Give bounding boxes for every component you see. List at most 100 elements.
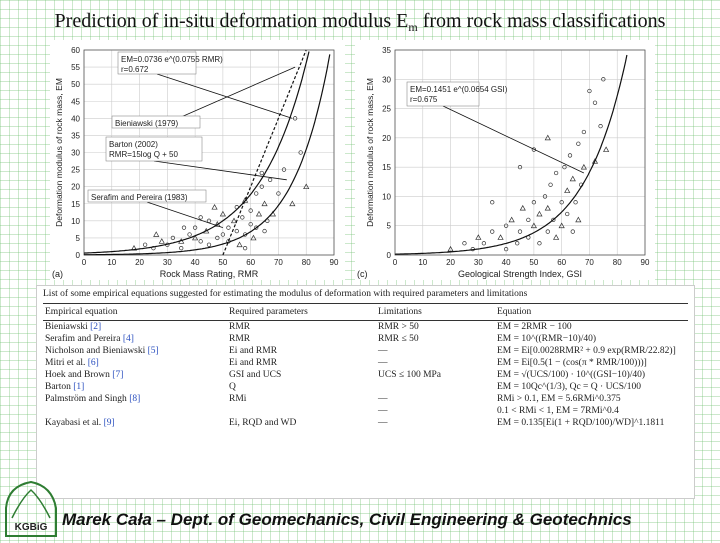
annotation-text: r=0.675 — [410, 95, 438, 104]
data-point — [544, 204, 551, 211]
y-tick-label: 35 — [71, 131, 80, 140]
reference-link[interactable]: [6] — [87, 358, 99, 368]
data-point — [259, 170, 264, 176]
plot-frame — [83, 49, 335, 256]
data-point — [242, 246, 248, 251]
data-point — [553, 234, 560, 240]
cell-author: Mitri et al. [6] — [45, 358, 99, 368]
cell-params: Q — [229, 382, 236, 392]
svg-text:KGBiG: KGBiG — [15, 522, 48, 533]
table-row: Barton [1] Q EM = 10Qc^(1/3), Qc = Q · UCS… — [43, 381, 688, 393]
cell-limit: RMR > 50 — [378, 322, 419, 332]
table-row: Hoek and Brown [7] GSI and UCS UCS ≤ 100 M… — [43, 369, 688, 381]
reference-link[interactable]: [1] — [73, 382, 85, 392]
data-point — [503, 246, 509, 252]
data-point — [576, 141, 581, 146]
cell-equation: EM = 10^((RMR−10)/40) — [497, 334, 597, 344]
y-tick-label: 25 — [71, 166, 80, 175]
cell-equation: EM = √(UCS/100) · 10^((GSI−10)/40) — [497, 370, 646, 380]
data-point — [170, 235, 176, 241]
annotation-box — [87, 189, 207, 203]
cell-equation: EM = 0.135[Ei(1 + RQD/100)/WD]^1.1811 — [497, 418, 665, 428]
data-point — [567, 153, 573, 158]
kgbig-logo: KGBiG — [2, 478, 60, 538]
header-empirical-equation: Empirical equation — [43, 303, 227, 321]
fit-curve — [222, 49, 307, 256]
cell-params: RMi — [229, 394, 247, 404]
data-point — [215, 235, 220, 241]
footer-credit: Marek Cała – Dept. of Geomechanics, Civi… — [62, 510, 632, 529]
data-point — [573, 200, 578, 205]
data-point — [298, 150, 303, 155]
annotation-text: Barton (2002) — [109, 140, 158, 149]
data-point — [545, 229, 550, 234]
cell-equation: EM = 2RMR − 100 — [497, 322, 572, 332]
x-tick-label: 80 — [613, 258, 622, 267]
slide-title: Prediction of in-situ deformation modulu… — [54, 10, 666, 34]
x-tick-label: 20 — [135, 258, 144, 267]
cell-params: Ei and RMR — [229, 346, 278, 356]
y-tick-label: 5 — [76, 234, 81, 243]
x-tick-label: 40 — [191, 258, 200, 267]
annotation-box — [406, 81, 480, 107]
y-tick-label: 55 — [71, 63, 80, 72]
x-axis-label: Geological Strength Index, GSI — [458, 269, 582, 279]
fit-curve — [83, 51, 310, 254]
cell-limit: RMR ≤ 50 — [378, 334, 419, 344]
data-point — [536, 210, 543, 217]
cell-limit: — — [378, 406, 388, 416]
x-tick-label: 60 — [246, 258, 255, 267]
reference-link[interactable]: [5] — [147, 346, 159, 356]
reference-link[interactable]: [8] — [129, 394, 141, 404]
reference-link[interactable]: [7] — [112, 370, 124, 380]
y-tick-label: 10 — [71, 217, 80, 226]
chart-gsi-svg: 0 10 20 30 40 50 60 70 80 90 0 5 10 15 20 25 30 35 EM=0.14… — [357, 46, 650, 279]
cell-limit: — — [378, 358, 388, 368]
data-point — [569, 175, 576, 182]
cell-equation: RMi > 0.1, EM = 5.6RMi^0.375 — [497, 394, 621, 404]
data-point — [211, 203, 218, 210]
cell-params: Ei and RMR — [229, 358, 278, 368]
data-point — [142, 242, 148, 247]
cell-limit: — — [378, 394, 388, 404]
cell-author: Kayabasi et al. [9] — [45, 418, 115, 428]
cell-limit — [376, 381, 495, 393]
annotation-box — [117, 51, 197, 75]
data-point — [262, 228, 267, 234]
cell-author: Barton [1] — [45, 382, 85, 392]
table-row: Mitri et al. [6] Ei and RMR — EM = Ei[0.5(1… — [43, 357, 688, 369]
reference-link[interactable]: [2] — [90, 322, 102, 332]
cell-params — [227, 405, 376, 417]
data-point — [565, 211, 570, 217]
data-point — [153, 231, 160, 237]
data-point — [230, 217, 238, 224]
y-tick-label: 15 — [382, 163, 391, 172]
x-tick-label: 10 — [107, 258, 116, 267]
x-tick-label: 0 — [393, 258, 398, 267]
panel-label: (a) — [52, 269, 63, 279]
data-point — [570, 229, 575, 234]
data-point — [542, 194, 548, 199]
x-tick-label: 90 — [641, 258, 650, 267]
cell-author: Bieniawski [2] — [45, 322, 102, 332]
y-tick-label: 25 — [382, 105, 391, 114]
x-tick-label: 0 — [82, 258, 87, 267]
data-point — [181, 225, 187, 230]
data-point — [559, 200, 564, 205]
cell-limit: — — [378, 418, 388, 428]
data-point — [537, 241, 542, 246]
data-point — [158, 238, 165, 244]
table-row: Nicholson and Bieniawski [5] Ei and RMR — E… — [43, 345, 688, 357]
header-equation: Equation — [495, 303, 688, 321]
data-point — [598, 123, 603, 129]
reference-link[interactable]: [9] — [103, 418, 115, 428]
cell-author: Nicholson and Bieniawski [5] — [45, 346, 159, 356]
cell-author: Serafim and Pereira [4] — [45, 334, 134, 344]
annotation-text: Serafim and Pereira (1983) — [91, 193, 188, 202]
data-point — [526, 217, 531, 223]
header-required-parameters: Required parameters — [227, 303, 376, 321]
data-point — [558, 222, 565, 229]
reference-link[interactable]: [4] — [122, 334, 134, 344]
panel-label: (c) — [357, 269, 368, 279]
annotation-text: Bieniawski (1979) — [115, 119, 178, 128]
